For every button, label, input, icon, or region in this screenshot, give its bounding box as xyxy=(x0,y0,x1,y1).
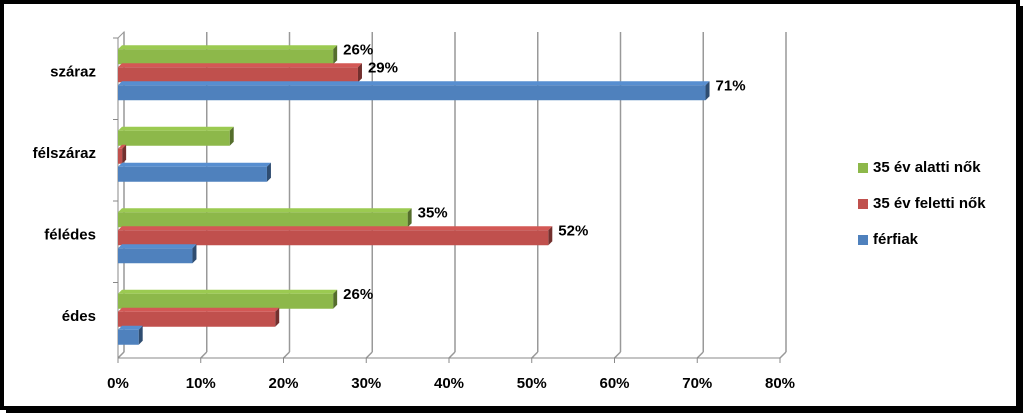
frame-shadow xyxy=(1018,6,1023,412)
bar-top xyxy=(118,63,362,68)
bar xyxy=(118,130,230,146)
x-tick-label: 10% xyxy=(186,375,216,392)
grid-floor xyxy=(282,351,291,359)
bar-side xyxy=(122,144,127,164)
bar xyxy=(118,67,358,83)
bar xyxy=(118,212,408,228)
bar-top xyxy=(118,45,338,50)
grid-floor xyxy=(117,351,125,359)
x-tick-label: 70% xyxy=(682,375,712,392)
bar-top xyxy=(118,144,127,149)
bar xyxy=(118,311,276,327)
bar-top xyxy=(118,244,197,249)
y-tick-label: félszáraz xyxy=(33,145,96,162)
grid-floor xyxy=(696,351,704,359)
grid-floor xyxy=(531,351,539,359)
bar xyxy=(118,329,139,345)
x-tick-label: 30% xyxy=(351,375,381,392)
bar-side xyxy=(357,63,362,83)
legend-label: férfiak xyxy=(873,231,919,248)
legend-swatch xyxy=(858,199,868,209)
grid-floor xyxy=(200,351,208,359)
y-tick-label: félédes xyxy=(44,227,96,244)
x-tick-label: 20% xyxy=(268,375,298,392)
bar-top xyxy=(118,307,280,312)
bar-side xyxy=(333,289,338,309)
data-label: 26% xyxy=(343,42,373,59)
bar-side xyxy=(705,81,710,101)
data-label: 26% xyxy=(343,286,373,303)
legend-swatch xyxy=(858,235,868,245)
bar-side xyxy=(266,162,271,182)
data-label: 71% xyxy=(716,78,746,95)
y-tick-label: száraz xyxy=(50,64,96,81)
bar-side xyxy=(333,45,338,65)
bar xyxy=(118,85,706,101)
bar-top xyxy=(118,325,143,330)
bar-top xyxy=(118,81,710,86)
y-tick-label: édes xyxy=(62,308,96,325)
bar xyxy=(118,49,334,65)
x-tick-label: 50% xyxy=(517,375,547,392)
legend-swatch xyxy=(858,163,868,173)
bar xyxy=(118,148,123,164)
legend-label: 35 év alatti nők xyxy=(873,159,981,176)
x-tick-label: 40% xyxy=(434,375,464,392)
bar xyxy=(118,248,193,264)
bar xyxy=(118,166,267,182)
bar-top xyxy=(118,226,553,231)
grid-floor xyxy=(613,351,622,359)
bar-side xyxy=(548,226,553,246)
x-tick-label: 0% xyxy=(107,375,129,392)
bar xyxy=(118,230,549,246)
frame-shadow xyxy=(6,408,1023,413)
bar xyxy=(118,293,334,309)
bar-top xyxy=(118,126,234,131)
bar-top xyxy=(118,162,271,167)
data-label: 35% xyxy=(418,205,448,222)
bar-side xyxy=(275,307,280,327)
bar-top xyxy=(118,289,338,294)
grid-floor xyxy=(448,351,456,359)
grid-floor xyxy=(365,351,373,359)
legend-label: 35 év feletti nők xyxy=(873,195,986,212)
data-label: 29% xyxy=(368,60,398,77)
data-label: 52% xyxy=(558,223,588,240)
bar-side xyxy=(192,244,197,264)
bar-side xyxy=(407,208,412,228)
x-tick-label: 60% xyxy=(599,375,629,392)
bar-top xyxy=(118,208,412,213)
bar-side xyxy=(229,126,234,146)
x-tick-label: 80% xyxy=(765,375,795,392)
bar-side xyxy=(138,325,143,345)
grid-floor xyxy=(779,351,787,359)
